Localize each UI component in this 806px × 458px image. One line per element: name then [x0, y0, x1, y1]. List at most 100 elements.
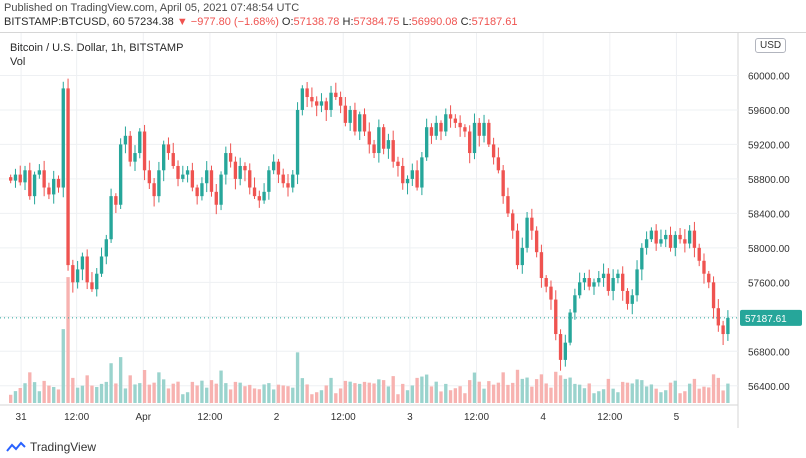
- x-tick-label: 3: [407, 412, 413, 423]
- candle-down: [343, 105, 348, 123]
- volume-bar: [654, 388, 658, 403]
- x-tick-label: 12:00: [331, 412, 356, 423]
- candle-down: [491, 144, 496, 158]
- volume-bar: [248, 384, 252, 403]
- candle-up: [329, 92, 333, 110]
- candle-up: [157, 170, 161, 197]
- candle-up: [200, 183, 204, 197]
- symbol-line: BITSTAMP:BTCUSD, 60 57234.38 ▼ −977.80 (…: [4, 16, 517, 28]
- candle-up: [640, 247, 644, 270]
- candle-down: [338, 97, 343, 106]
- x-tick-label: 12:00: [64, 412, 89, 423]
- candle-up: [13, 174, 18, 181]
- candle-down: [324, 101, 328, 110]
- volume-bar: [573, 383, 577, 403]
- volume-bar: [18, 388, 22, 403]
- volume-bar: [80, 385, 85, 403]
- candle-down: [534, 230, 539, 253]
- volume-bar: [668, 382, 673, 403]
- volume-bar: [424, 374, 429, 403]
- volume-bar: [343, 380, 348, 403]
- candle-down: [654, 230, 658, 244]
- ohlc-close-label: C:: [460, 16, 472, 28]
- candle-down: [114, 196, 118, 205]
- candle-up: [138, 131, 142, 154]
- volume-bar: [281, 385, 285, 403]
- candle-down: [252, 187, 257, 197]
- volume-bar: [133, 384, 137, 403]
- volume-bar: [491, 384, 496, 403]
- volume-bar: [515, 369, 520, 403]
- candle-down: [195, 187, 199, 197]
- candle-up: [726, 317, 730, 335]
- volume-bar: [640, 380, 644, 403]
- volume-bar: [52, 387, 56, 403]
- volume-bar: [477, 381, 481, 403]
- volume-bar: [276, 384, 281, 403]
- currency-button[interactable]: USD: [755, 38, 787, 53]
- volume-bar: [621, 381, 625, 403]
- candle-down: [142, 131, 147, 171]
- volume-bar: [171, 383, 175, 403]
- volume-bar: [128, 375, 132, 403]
- candle-up: [205, 170, 209, 184]
- candle-down: [248, 170, 252, 188]
- volume-bar: [726, 383, 730, 403]
- volume-bar: [405, 390, 410, 403]
- volume-bar: [334, 393, 338, 403]
- volume-bar: [606, 378, 611, 403]
- candle-down: [458, 122, 462, 128]
- candle-down: [448, 114, 453, 119]
- y-tick-label: 59600.00: [748, 106, 790, 117]
- volume-bar: [716, 377, 721, 403]
- volume-bar: [66, 277, 70, 403]
- volume-bar: [611, 388, 615, 403]
- volume-bar: [439, 391, 443, 403]
- candle-up: [219, 174, 223, 205]
- volume-bar: [577, 384, 582, 403]
- volume-bar: [114, 383, 118, 403]
- candle-down: [453, 118, 458, 123]
- y-tick-label: 56800.00: [748, 347, 790, 358]
- candle-up: [644, 239, 649, 248]
- volume-bar: [195, 385, 199, 403]
- volume-bar: [338, 388, 343, 403]
- volume-bar: [429, 386, 434, 403]
- candle-up: [563, 342, 567, 360]
- volume-bar: [525, 377, 529, 403]
- volume-bar: [142, 370, 147, 403]
- tradingview-logo[interactable]: TradingView: [6, 440, 96, 454]
- candle-down: [716, 308, 721, 326]
- chart-panel[interactable]: [0, 32, 806, 438]
- volume-bar: [32, 382, 37, 403]
- volume-bar: [95, 387, 99, 403]
- candle-up: [420, 157, 424, 188]
- candle-up: [444, 114, 448, 132]
- volume-bar: [601, 389, 606, 403]
- candle-up: [434, 122, 438, 136]
- candle-down: [692, 230, 697, 248]
- price-chart-svg[interactable]: 56400.0056800.0057200.0057600.0058000.00…: [0, 33, 806, 438]
- volume-bar: [152, 382, 156, 403]
- volume-bar: [721, 390, 725, 403]
- candle-up: [99, 256, 104, 274]
- candle-down: [286, 183, 290, 188]
- candle-up: [424, 127, 429, 158]
- candle-down: [85, 256, 89, 283]
- volume-bar: [286, 386, 290, 403]
- volume-bar: [71, 377, 75, 403]
- volume-bar: [707, 387, 711, 403]
- volume-bar: [458, 386, 462, 403]
- candle-down: [276, 161, 281, 175]
- volume-bar: [563, 378, 567, 403]
- volume-bar: [209, 380, 214, 403]
- volume-bar: [166, 388, 171, 403]
- volume-bar: [644, 386, 649, 403]
- candle-up: [123, 135, 128, 145]
- volume-bar: [157, 372, 161, 403]
- candle-down: [468, 131, 472, 154]
- volume-bar: [233, 381, 238, 403]
- volume-bar: [23, 383, 27, 403]
- ohlc-open-value: 57138.78: [293, 16, 340, 28]
- y-tick-label: 58800.00: [748, 175, 790, 186]
